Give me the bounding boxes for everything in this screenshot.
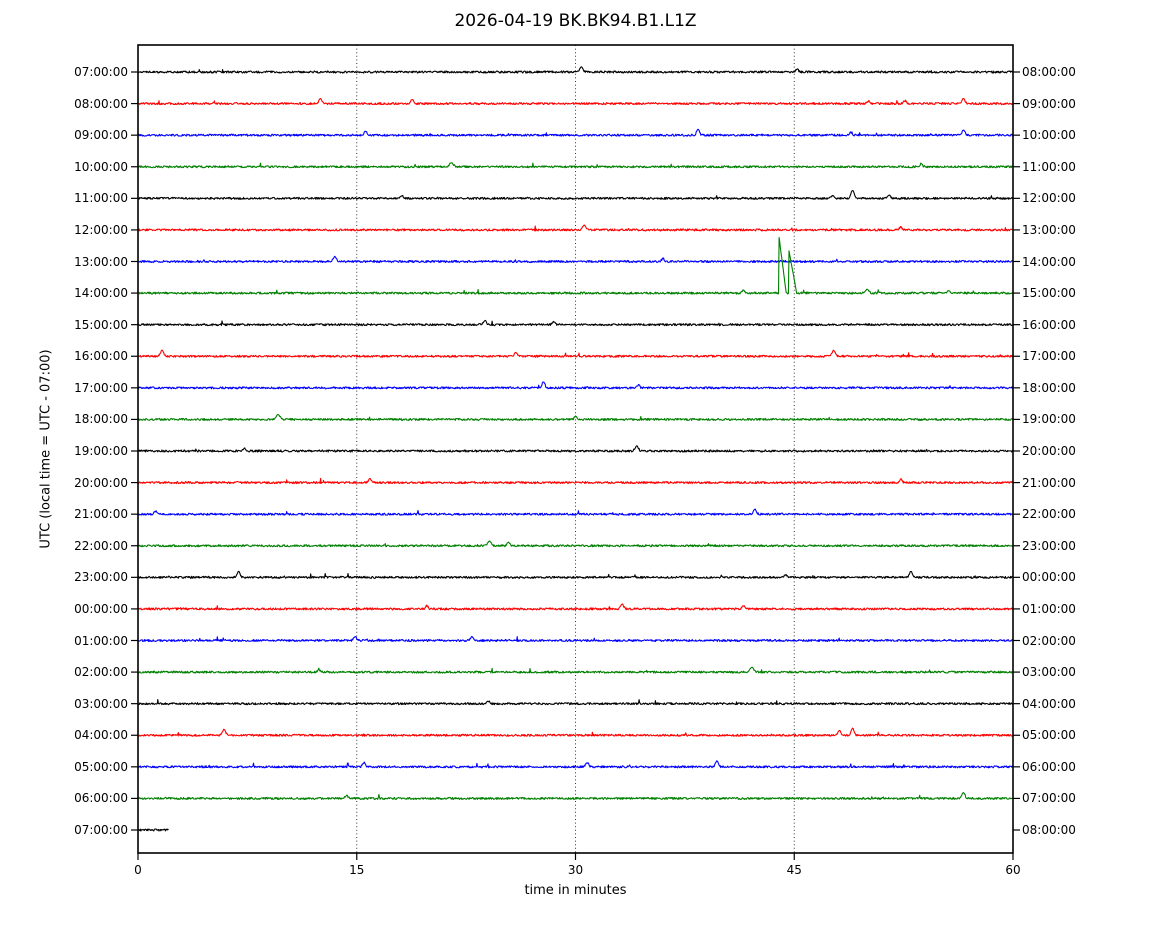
trace-180000	[137, 413, 1014, 421]
right-time-label: 19:00:00	[1022, 412, 1076, 427]
left-time-label: 23:00:00	[74, 570, 128, 585]
trace-230000	[137, 570, 1014, 579]
right-time-label: 01:00:00	[1022, 601, 1076, 616]
x-tick-label: 45	[786, 863, 802, 877]
trace-220000	[137, 540, 1013, 548]
right-time-label: 07:00:00	[1022, 791, 1076, 806]
right-time-label: 08:00:00	[1022, 823, 1076, 837]
left-time-label: 13:00:00	[74, 254, 128, 269]
left-time-label: 06:00:00	[74, 791, 128, 806]
left-time-label: 12:00:00	[74, 222, 128, 237]
x-tick-label: 30	[567, 863, 584, 877]
left-time-label: 19:00:00	[74, 444, 128, 458]
right-time-label: 21:00:00	[1022, 475, 1076, 490]
left-time-label: 20:00:00	[74, 475, 128, 490]
trace-160000	[137, 349, 1014, 358]
trace-060000	[137, 792, 1014, 800]
trace-150000	[137, 319, 1014, 327]
left-time-label: 03:00:00	[74, 696, 128, 711]
right-time-label: 22:00:00	[1022, 507, 1076, 522]
right-time-label: 10:00:00	[1022, 128, 1076, 143]
right-time-label: 03:00:00	[1022, 665, 1076, 680]
trace-120000	[137, 224, 1014, 232]
right-time-label: 18:00:00	[1022, 380, 1076, 395]
trace-020000	[138, 666, 1014, 674]
left-time-label: 04:00:00	[74, 728, 128, 743]
trace-040000	[137, 727, 1014, 737]
x-tick-label: 0	[134, 863, 142, 877]
trace-190000	[137, 445, 1014, 453]
left-time-label: 14:00:00	[74, 286, 128, 301]
right-time-label: 16:00:00	[1022, 317, 1076, 332]
chart-title: 2026-04-19 BK.BK94.B1.L1Z	[454, 11, 697, 31]
left-time-label: 05:00:00	[74, 759, 128, 774]
right-time-label: 23:00:00	[1022, 538, 1076, 553]
left-time-label: 21:00:00	[74, 507, 128, 522]
trace-080000	[137, 97, 1013, 106]
right-time-label: 15:00:00	[1022, 286, 1076, 301]
right-time-label: 09:00:00	[1022, 96, 1076, 111]
left-time-label: 09:00:00	[74, 128, 128, 143]
trace-000000	[137, 603, 1014, 611]
left-time-label: 15:00:00	[74, 317, 128, 332]
trace-130000	[137, 255, 1014, 264]
left-time-label: 17:00:00	[74, 380, 128, 395]
left-time-label: 22:00:00	[74, 538, 128, 553]
right-time-label: 17:00:00	[1022, 349, 1076, 364]
right-time-label: 05:00:00	[1022, 728, 1076, 743]
trace-070000	[137, 66, 1014, 74]
trace-070000	[137, 828, 169, 832]
left-time-label: 01:00:00	[74, 633, 128, 648]
left-time-label: 08:00:00	[74, 96, 128, 111]
trace-100000	[138, 162, 1014, 169]
right-time-label: 12:00:00	[1022, 191, 1076, 206]
trace-210000	[137, 508, 1014, 516]
right-time-label: 20:00:00	[1022, 444, 1076, 458]
left-time-label: 11:00:00	[74, 191, 128, 206]
left-time-label: 18:00:00	[74, 412, 128, 427]
left-time-label: 16:00:00	[74, 349, 128, 364]
x-tick-label: 15	[349, 863, 365, 877]
trace-010000	[137, 635, 1014, 643]
trace-170000	[137, 381, 1014, 390]
trace-090000	[137, 128, 1014, 137]
right-time-label: 14:00:00	[1022, 254, 1076, 269]
right-time-label: 02:00:00	[1022, 633, 1076, 648]
left-time-label: 02:00:00	[74, 665, 128, 680]
left-time-label: 07:00:00	[74, 65, 128, 79]
trace-030000	[137, 699, 1014, 706]
trace-200000	[137, 477, 1014, 485]
right-time-label: 04:00:00	[1022, 696, 1076, 711]
left-time-label: 00:00:00	[74, 601, 128, 616]
trace-110000	[137, 190, 1013, 200]
trace-140000	[137, 236, 1014, 295]
left-time-label: 07:00:00	[74, 823, 128, 837]
left-time-label: 10:00:00	[74, 159, 128, 174]
x-tick-label: 60	[1005, 863, 1021, 877]
x-axis-label: time in minutes	[524, 883, 627, 898]
right-time-label: 08:00:00	[1022, 65, 1076, 79]
right-time-label: 00:00:00	[1022, 570, 1076, 585]
right-time-label: 06:00:00	[1022, 759, 1076, 774]
right-time-label: 11:00:00	[1022, 159, 1076, 174]
trace-050000	[137, 760, 1014, 769]
right-time-label: 13:00:00	[1022, 222, 1076, 237]
